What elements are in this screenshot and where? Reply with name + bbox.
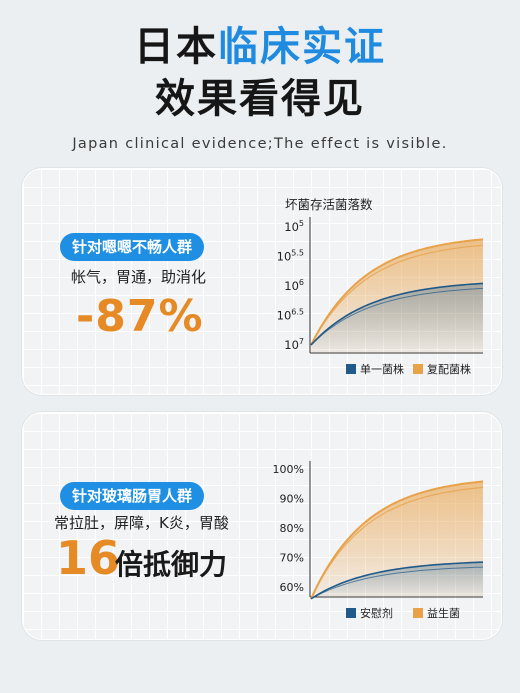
title-part-japan: 日本: [134, 24, 218, 70]
y-tick-label: 60%: [280, 581, 304, 594]
resistance-multiplier: 16: [56, 531, 121, 585]
y-tick-label: 100%: [273, 463, 304, 476]
y-tick-label: 90%: [280, 493, 304, 506]
legend-label-复配菌株: 复配菌株: [427, 362, 471, 376]
benefit-description: 常拉肚，屏障，K炎，胃酸: [54, 514, 229, 532]
reduction-percentage: -87%: [76, 291, 204, 342]
evidence-card-constipation: 针对嗯嗯不畅人群 帐气，胃通，助消化 -87% 坏菌存活菌落数 105 105.5…: [22, 168, 502, 395]
page-header: 日本临床实证 效果看得见: [0, 22, 520, 124]
y-tick-label: 80%: [280, 522, 304, 535]
series-line-lower-复配菌株: [310, 244, 483, 346]
legend-label-安慰剂: 安慰剂: [360, 606, 393, 620]
y-tick-label: 107: [284, 337, 304, 352]
y-tick-label: 106: [284, 278, 304, 293]
evidence-card-sensitive-gut: 针对玻璃肠胃人群 常拉肚，屏障，K炎，胃酸 16 倍抵御力 100% 90% 80%…: [22, 412, 502, 640]
title-part-clinical: 临床实证: [218, 24, 386, 70]
legend-swatch-安慰剂: [346, 608, 356, 618]
series-line-lower-益生菌: [310, 486, 483, 600]
series-line-lower-单一菌株: [310, 287, 483, 346]
y-tick-label: 70%: [280, 552, 304, 565]
y-tick-label: 105: [284, 219, 304, 234]
y-tick-label: 106.5: [277, 308, 304, 323]
series-area-安慰剂: [311, 562, 483, 599]
page-title: 日本临床实证: [0, 22, 520, 72]
chart-title: 坏菌存活菌落数: [285, 197, 373, 212]
legend-swatch-复配菌株: [413, 364, 423, 374]
target-group-pill: 针对玻璃肠胃人群: [60, 482, 205, 510]
resistance-label: 倍抵御力: [115, 548, 228, 581]
benefit-description: 帐气，胃通，助消化: [71, 268, 207, 286]
resistance-chart: 100% 90% 80% 70% 60% 安慰剂 益生菌: [273, 461, 483, 620]
bad-bacteria-chart: 105 105.5 106 106.5 107 单一菌株 复配菌株: [277, 217, 483, 376]
legend-swatch-益生菌: [413, 608, 423, 618]
y-tick-label: 105.5: [277, 249, 304, 264]
series-line-单一菌株: [310, 282, 483, 346]
series-area-单一菌株: [311, 283, 483, 353]
page-subtitle: Japan clinical evidence;The effect is vi…: [72, 136, 448, 152]
legend-swatch-单一菌株: [346, 364, 356, 374]
series-line-益生菌: [310, 480, 483, 600]
series-line-lower-安慰剂: [310, 566, 483, 600]
series-line-安慰剂: [310, 561, 483, 600]
page-title-line2: 效果看得见: [155, 76, 365, 122]
legend-label-益生菌: 益生菌: [427, 606, 460, 620]
series-line-复配菌株: [310, 238, 483, 346]
legend-label-单一菌株: 单一菌株: [360, 362, 404, 376]
target-group-pill: 针对嗯嗯不畅人群: [60, 233, 205, 261]
